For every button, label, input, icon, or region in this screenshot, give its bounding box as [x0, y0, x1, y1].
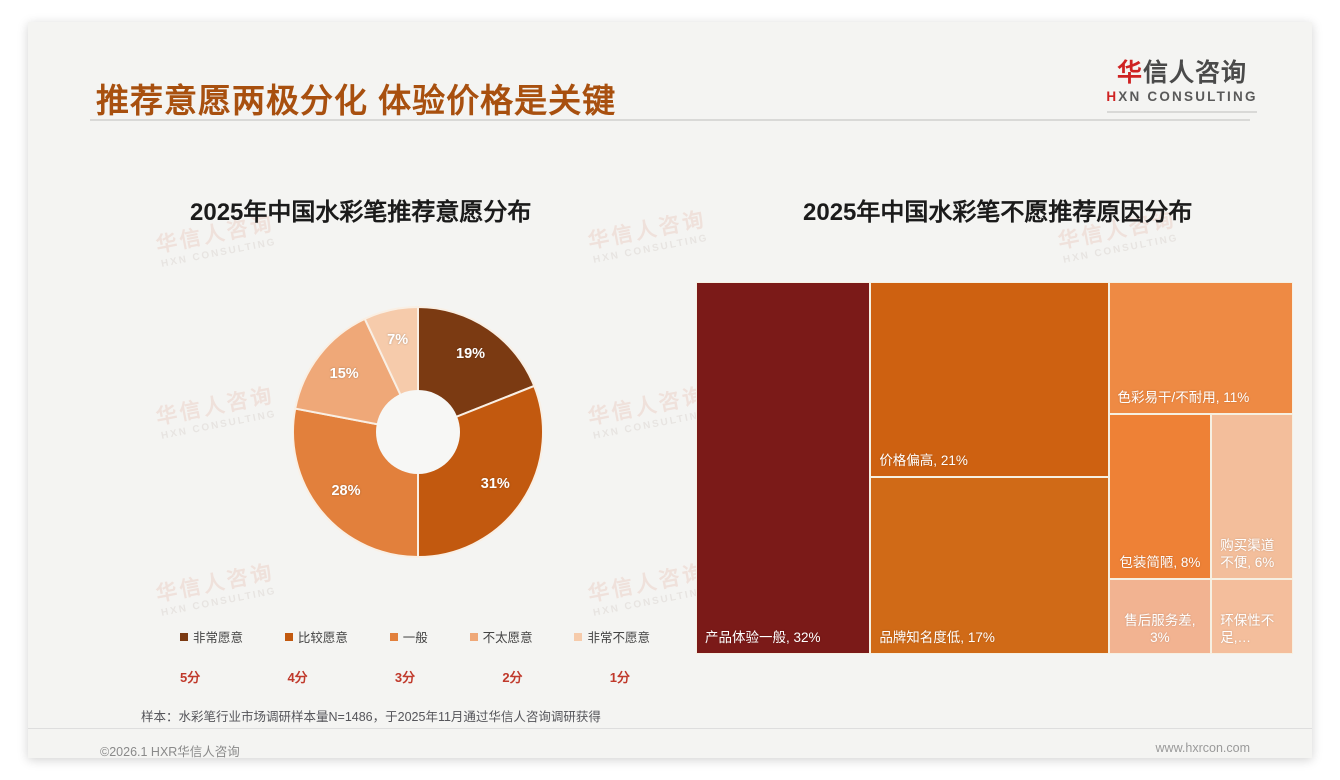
treemap-tile-label: 购买渠道不便, 6% — [1220, 538, 1275, 570]
treemap-tile-label: 环保性不足,… — [1220, 613, 1275, 646]
treemap-tile-label: 产品体验一般, 32% — [705, 630, 821, 646]
score-label: 4分 — [287, 670, 308, 685]
legend-item[interactable]: 非常愿意 — [180, 627, 243, 646]
score-label: 3分 — [394, 670, 416, 685]
watermark: 华信人咨询 HXN CONSULTING — [585, 379, 711, 442]
logo-chinese-accent: 华 — [1116, 59, 1143, 87]
treemap-tile[interactable]: 品牌知名度低, 17% — [870, 477, 1109, 654]
legend-label: 非常愿意 — [193, 631, 244, 645]
watermark-en: HXN CONSULTING — [160, 585, 278, 619]
logo-english-rest: XN CONSULTING — [1118, 89, 1258, 105]
treemap-tile-label: 包装简陋, 8% — [1119, 554, 1201, 570]
slide-card: 推荐意愿两极分化 体验价格是关键 华信人咨询 HXN CONSULTING 华信… — [28, 22, 1312, 758]
legend-item[interactable]: 非常不愿意 — [574, 627, 650, 646]
treemap-tile[interactable]: 售后服务差, 3% — [1108, 578, 1212, 654]
treemap-tile[interactable]: 价格偏高, 21% — [870, 282, 1109, 478]
legend-swatch-icon — [284, 632, 293, 641]
donut-slice-label: 19% — [456, 345, 486, 362]
watermark: 华信人咨询 HXN CONSULTING — [153, 379, 279, 442]
watermark-cn: 华信人咨询 — [586, 383, 709, 430]
watermark-en: HXN CONSULTING — [592, 232, 710, 266]
legend-swatch-icon — [180, 632, 188, 641]
legend-item[interactable]: 不太愿意 — [469, 627, 533, 646]
watermark-en: HXN CONSULTING — [160, 236, 278, 270]
treemap-tile[interactable]: 色彩易干/不耐用, 11% — [1108, 282, 1293, 415]
score-label: 1分 — [609, 670, 630, 685]
watermark-en: HXN CONSULTING — [160, 408, 278, 442]
treemap-chart: 产品体验一般, 32% 价格偏高, 21% 品牌知名度低, 17% 色彩易干/不耐用,… — [696, 282, 1293, 654]
donut-slice[interactable] — [417, 305, 536, 434]
donut-chart: 19% 31% 28% 15% 7% — [293, 277, 543, 597]
legend-label: 一般 — [402, 631, 428, 645]
watermark: 华信人咨询 HXN CONSULTING — [585, 203, 711, 266]
logo-chinese-rest: 信人咨询 — [1143, 59, 1248, 87]
donut-slice-label: 7% — [387, 331, 409, 348]
footer-website: www.hxrcon.com — [1155, 741, 1250, 755]
footer-copyright: ©2026.1 HXR华信人咨询 — [100, 745, 240, 758]
page-title: 推荐意愿两极分化 体验价格是关键 — [96, 82, 617, 119]
company-logo: 华信人咨询 HXN CONSULTING — [1098, 60, 1266, 114]
logo-english-accent: H — [1106, 89, 1119, 105]
source-note: 样本：水彩笔行业市场调研样本量N=1486，于2025年11月通过华信人咨询调研… — [141, 710, 601, 724]
legend-item[interactable]: 比较愿意 — [284, 627, 348, 646]
treemap-tile[interactable]: 环保性不足,… — [1211, 578, 1293, 654]
treemap-tile-label: 价格偏高, 21% — [879, 453, 968, 469]
donut-svg — [293, 305, 543, 559]
logo-divider — [1107, 111, 1257, 114]
legend-label: 非常不愿意 — [587, 631, 650, 645]
watermark-en: HXN CONSULTING — [592, 408, 710, 442]
donut-slice-label: 31% — [480, 475, 510, 492]
header-divider — [90, 119, 1250, 121]
score-label: 5分 — [180, 670, 201, 685]
donut-slice-label: 15% — [329, 365, 359, 382]
legend-item[interactable]: 一般 — [389, 627, 428, 646]
legend-label: 不太愿意 — [482, 631, 533, 645]
donut-legend: 非常愿意 比较愿意 一般 不太愿意 非常不愿意 — [180, 627, 650, 646]
watermark-en: HXN CONSULTING — [1062, 232, 1180, 266]
treemap-tile-label: 售后服务差, 3% — [1124, 613, 1196, 646]
treemap-tile-label: 品牌知名度低, 17% — [879, 630, 995, 646]
treemap-tile[interactable]: 产品体验一般, 32% — [696, 282, 871, 654]
watermark-en: HXN CONSULTING — [592, 585, 710, 619]
slide-header: 推荐意愿两极分化 体验价格是关键 华信人咨询 HXN CONSULTING — [28, 22, 1312, 121]
legend-label: 比较愿意 — [297, 631, 348, 645]
donut-slice-label: 28% — [331, 482, 361, 499]
footer-divider — [28, 728, 1312, 729]
watermark: 华信人咨询 HXN CONSULTING — [585, 556, 711, 619]
watermark-cn: 华信人咨询 — [154, 383, 277, 430]
logo-chinese: 华信人咨询 — [1098, 60, 1266, 86]
donut-chart-title: 2025年中国水彩笔推荐意愿分布 — [190, 199, 532, 226]
donut-hole — [376, 390, 460, 474]
watermark-cn: 华信人咨询 — [586, 560, 709, 607]
watermark-cn: 华信人咨询 — [154, 560, 277, 607]
legend-swatch-icon — [389, 632, 398, 641]
logo-english: HXN CONSULTING — [1098, 89, 1266, 104]
legend-swatch-icon — [469, 632, 478, 641]
score-label: 2分 — [502, 670, 523, 685]
watermark-cn: 华信人咨询 — [586, 207, 709, 254]
watermark: 华信人咨询 HXN CONSULTING — [153, 556, 279, 619]
treemap-tile-label: 色彩易干/不耐用, 11% — [1117, 390, 1250, 406]
donut-score-row: 5分 4分 3分 2分 1分 — [180, 667, 630, 686]
treemap-tile[interactable]: 购买渠道不便, 6% — [1211, 414, 1293, 579]
treemap-tile[interactable]: 包装简陋, 8% — [1108, 414, 1212, 579]
treemap-chart-title: 2025年中国水彩笔不愿推荐原因分布 — [803, 199, 1193, 226]
legend-swatch-icon — [574, 632, 583, 641]
